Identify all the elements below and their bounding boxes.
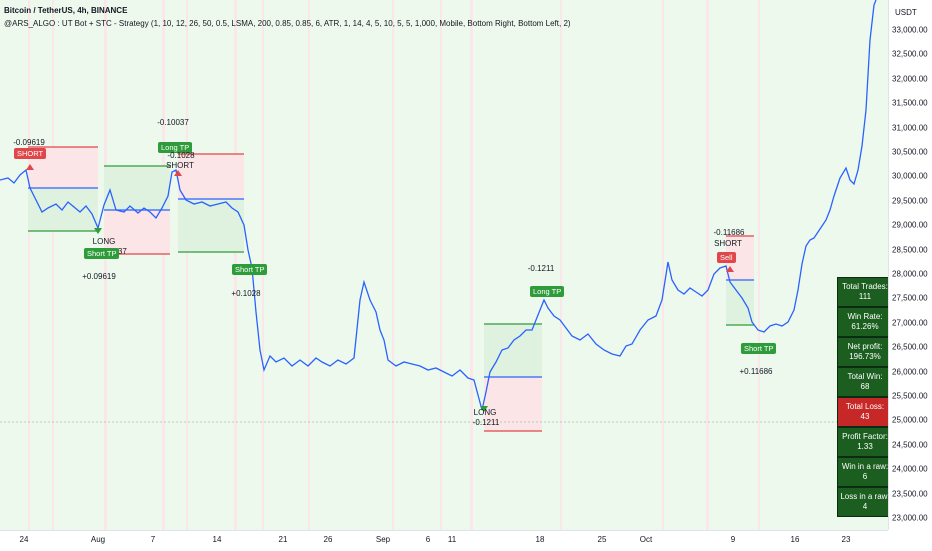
long-entry-marker: [480, 406, 488, 412]
price-tick-label: 24,500.00: [892, 440, 928, 450]
trade-label: -0.11686: [713, 228, 745, 237]
price-tick-label: 26,500.00: [892, 342, 928, 352]
strategy-stats-table: Total Trades: 111 Win Rate: 61.26% Net profi…: [837, 277, 888, 517]
stat-label: Net profit:: [847, 342, 883, 351]
stat-label: Loss in a raw:: [840, 492, 888, 501]
stat-label: Win in a raw:: [841, 462, 888, 471]
time-scale[interactable]: 24 Aug 7 14 21 26 Sep 6 11 18 25 Oct 9 16 23: [0, 530, 888, 551]
short-entry-marker: [174, 170, 182, 176]
price-tick-label: 29,500.00: [892, 196, 928, 206]
stat-label: Total Win:: [847, 372, 883, 381]
price-tick-label: 25,500.00: [892, 391, 928, 401]
time-tick-label: 26: [323, 535, 333, 544]
short-entry-marker: [26, 164, 34, 170]
short-tag: SHORT: [14, 148, 47, 159]
time-tick-label: 7: [150, 535, 156, 544]
trade-label: LONG: [473, 408, 497, 417]
stat-cell: Total Trades: 111: [837, 277, 888, 307]
short-tp-tag: Short TP: [741, 343, 777, 354]
stat-value: 196.73%: [849, 352, 881, 361]
price-scale[interactable]: USDT 33,000.00 32,500.00 32,000.00 31,500.0…: [888, 0, 932, 530]
price-tick-label: 30,000.00: [892, 171, 928, 181]
stat-value: 4: [862, 502, 868, 511]
price-tick-label: 23,500.00: [892, 489, 928, 499]
stat-cell: Total Loss: 43: [837, 397, 888, 427]
short-entry-marker: [726, 266, 734, 272]
trade-box-1: [28, 146, 98, 232]
time-tick-label: Oct: [639, 535, 653, 544]
chart-title: Bitcoin / TetherUS, 4h, BINANCE: [4, 6, 128, 15]
price-tick-label: 29,000.00: [892, 220, 928, 230]
trade-label: -0.1028: [167, 151, 195, 160]
short-tp-tag: Short TP: [232, 264, 268, 275]
trade-label: +0.09619: [82, 272, 116, 281]
stat-cell: Net profit: 196.73%: [837, 337, 888, 367]
trade-label: -0.10037: [157, 118, 189, 127]
trade-label: +0.11686: [739, 367, 773, 376]
price-chart[interactable]: [0, 0, 888, 530]
stat-cell: Win Rate: 61.26%: [837, 307, 888, 337]
long-entry-marker: [94, 228, 102, 234]
trade-label: -0.1211: [527, 264, 555, 273]
price-tick-label: 27,000.00: [892, 318, 928, 328]
time-tick-label: 24: [19, 535, 29, 544]
time-tick-label: 9: [730, 535, 736, 544]
price-tick-label: 26,000.00: [892, 367, 928, 377]
trade-label: LONG: [92, 237, 116, 246]
price-tick-label: 28,000.00: [892, 269, 928, 279]
stat-value: 111: [858, 292, 872, 301]
stat-cell: Profit Factor: 1.33: [837, 427, 888, 457]
time-tick-label: 25: [597, 535, 607, 544]
price-tick-label: 31,500.00: [892, 98, 928, 108]
trade-box-2: [104, 165, 170, 255]
trade-label: SHORT: [714, 239, 742, 248]
stat-cell: Total Win: 68: [837, 367, 888, 397]
time-tick-label: 6: [425, 535, 431, 544]
stat-label: Win Rate:: [847, 312, 883, 321]
price-tick-label: 33,000.00: [892, 25, 928, 35]
indicator-legend[interactable]: @ARS_ALGO : UT Bot + STC - Strategy (1, …: [4, 19, 571, 28]
price-tick-label: 23,000.00: [892, 513, 928, 523]
sell-tag: Sell: [717, 252, 736, 263]
stat-label: Profit Factor:: [842, 432, 888, 441]
time-tick-label: 14: [212, 535, 222, 544]
stat-label: Total Loss:: [845, 402, 885, 411]
price-series: [0, 0, 877, 411]
chart-area[interactable]: Bitcoin / TetherUS, 4h, BINANCE @ARS_ALG…: [0, 0, 888, 530]
long-tp-tag: Long TP: [158, 142, 193, 153]
stat-cell: Loss in a raw: 4: [837, 487, 888, 517]
price-tick-label: 25,000.00: [892, 415, 928, 425]
chart-background: [0, 0, 888, 530]
time-tick-label: 16: [790, 535, 800, 544]
trade-label: +0.1028: [231, 289, 261, 298]
time-tick-label: Aug: [90, 535, 106, 544]
stat-value: 61.26%: [851, 322, 879, 331]
price-tick-label: 27,500.00: [892, 293, 928, 303]
price-tick-label: 32,000.00: [892, 74, 928, 84]
time-tick-label: 11: [447, 535, 457, 544]
time-tick-label: Sep: [375, 535, 391, 544]
trade-label: -0.1211: [472, 418, 500, 427]
long-tp-tag: Long TP: [530, 286, 565, 297]
stat-value: 43: [860, 412, 870, 421]
price-tick-label: 30,500.00: [892, 147, 928, 157]
stat-label: Total Trades:: [842, 282, 888, 291]
trade-label: -0.09619: [13, 138, 45, 147]
price-tick-label: 32,500.00: [892, 49, 928, 59]
stat-value: 68: [860, 382, 870, 391]
price-tick-label: 31,000.00: [892, 123, 928, 133]
short-tp-tag: Short TP: [84, 248, 120, 259]
time-tick-label: 21: [278, 535, 288, 544]
time-tick-label: 18: [535, 535, 545, 544]
stat-value: 1.33: [857, 442, 873, 451]
currency-unit: USDT: [895, 8, 917, 17]
trade-label: SHORT: [166, 161, 194, 170]
trade-box-3: [178, 153, 244, 253]
stat-value: 6: [862, 472, 868, 481]
stat-cell: Win in a raw: 6: [837, 457, 888, 487]
price-tick-label: 24,000.00: [892, 464, 928, 474]
time-tick-label: 23: [841, 535, 851, 544]
price-tick-label: 28,500.00: [892, 245, 928, 255]
